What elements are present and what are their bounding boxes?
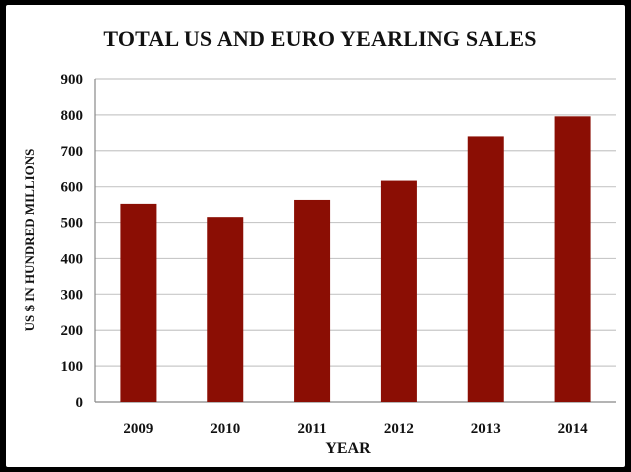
bar-2013 [467, 136, 504, 402]
bars [120, 116, 591, 402]
x-tick-label: 2009 [123, 421, 153, 437]
y-tick-label: 400 [61, 251, 84, 267]
bar-2011 [294, 199, 331, 402]
gridlines [94, 78, 616, 403]
bar-2014 [554, 116, 591, 402]
y-tick-label: 500 [61, 216, 84, 232]
x-tick-label: 2010 [210, 421, 240, 437]
y-tick-label: 300 [61, 287, 84, 303]
y-tick-label: 600 [61, 180, 84, 196]
x-tick-label: 2013 [471, 421, 501, 437]
x-tick-label: 2012 [384, 421, 414, 437]
y-tick-label: 800 [61, 108, 84, 124]
bar-2010 [207, 217, 244, 402]
x-tick-label: 2011 [297, 421, 326, 437]
x-axis-label: YEAR [325, 440, 371, 457]
y-tick-label: 100 [61, 359, 84, 375]
y-tick-label: 0 [76, 395, 84, 411]
bar-2009 [120, 203, 157, 402]
y-tick-label: 700 [61, 144, 84, 160]
chart-title: TOTAL US AND EURO YEARLING SALES [103, 26, 537, 51]
y-tick-label: 200 [61, 323, 84, 339]
bar-2012 [380, 180, 417, 402]
x-tick-label: 2014 [558, 421, 589, 437]
y-tick-labels: 0 100 200 300 400 500 600 700 800 900 [61, 72, 84, 411]
x-tick-labels: 2009 2010 2011 2012 2013 2014 [123, 421, 588, 437]
y-tick-label: 900 [61, 72, 84, 88]
